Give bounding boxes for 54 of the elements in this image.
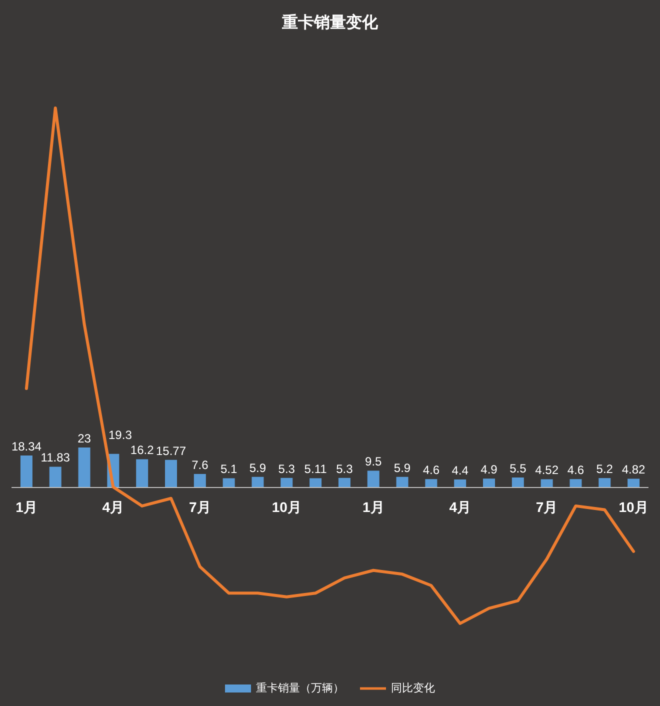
data-label: 5.1 [220, 462, 238, 476]
x-tick-label: 7月 [536, 499, 558, 515]
bar [194, 474, 206, 487]
chart-title: 重卡销量变化 [281, 14, 379, 32]
x-tick-label: 7月 [189, 499, 211, 515]
x-tick-label: 4月 [449, 499, 471, 515]
data-label: 4.9 [480, 462, 498, 477]
data-label: 18.34 [11, 440, 42, 454]
data-label: 23 [78, 432, 92, 446]
bar [628, 478, 640, 487]
data-label: 19.3 [108, 428, 132, 442]
data-label: 15.77 [156, 444, 186, 458]
bar [540, 479, 553, 487]
data-label: 4.4 [452, 463, 469, 478]
bar [136, 459, 148, 487]
bar [222, 478, 235, 487]
x-tick-label: 10月 [272, 499, 302, 515]
bar [338, 478, 350, 487]
data-label: 11.83 [40, 450, 70, 465]
data-label: 5.9 [249, 460, 266, 475]
data-label: 16.2 [130, 443, 154, 458]
data-label: 7.6 [192, 458, 209, 472]
x-tick-label: 1月 [362, 499, 384, 515]
bar [280, 478, 293, 487]
bar [598, 478, 611, 487]
bar [483, 478, 495, 487]
bar [367, 470, 380, 487]
x-tick-label: 1月 [16, 499, 38, 515]
bar [78, 448, 90, 487]
bar [454, 479, 466, 487]
data-label: 4.6 [567, 463, 584, 478]
data-label: 5.2 [596, 462, 614, 476]
legend-label: 同比变化 [391, 682, 435, 694]
bar [425, 479, 438, 487]
data-label: 4.52 [535, 463, 559, 478]
data-label: 4.6 [422, 463, 440, 478]
data-label: 5.9 [394, 460, 411, 475]
data-label: 9.5 [365, 454, 382, 469]
bar [49, 466, 62, 487]
data-label: 5.3 [336, 462, 354, 476]
bar [512, 478, 524, 487]
bar [570, 479, 582, 487]
bar [20, 456, 32, 487]
bar [310, 478, 322, 487]
x-tick-label: 10月 [618, 499, 648, 515]
data-label: 5.11 [304, 462, 328, 476]
bar [252, 476, 264, 487]
data-label: 5.3 [278, 462, 296, 476]
bar [396, 476, 408, 487]
data-label: 4.82 [622, 462, 646, 477]
bar [165, 460, 177, 487]
legend-label: 重卡销量（万辆） [256, 682, 344, 694]
x-tick-label: 4月 [102, 499, 124, 515]
data-label: 5.5 [510, 462, 527, 476]
